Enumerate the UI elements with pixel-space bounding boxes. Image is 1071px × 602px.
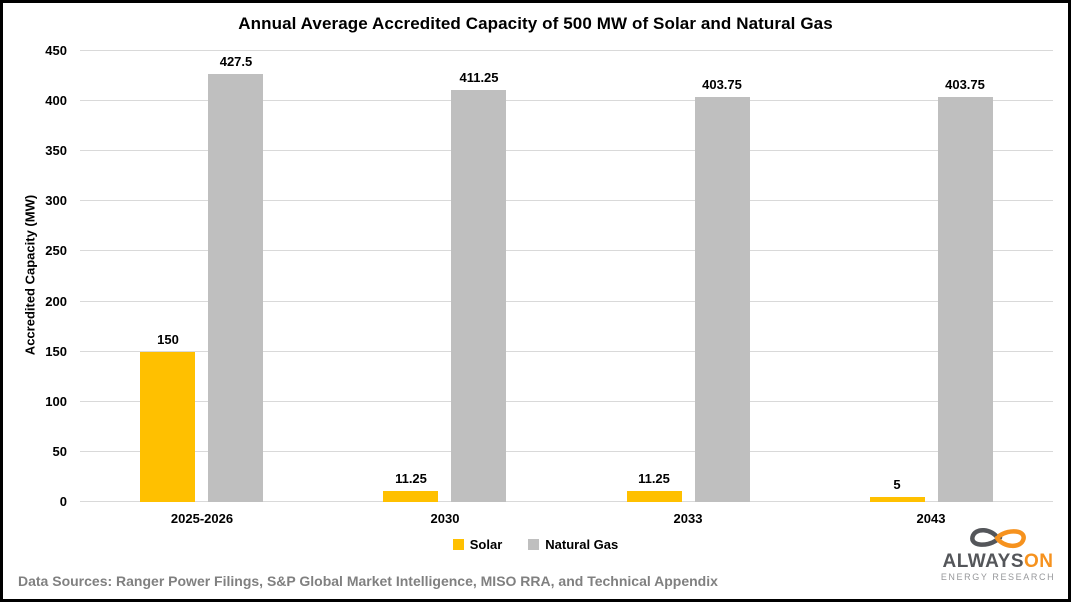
logo: ALWAYSON ENERGY RESEARCH: [940, 525, 1056, 582]
gridline: [80, 351, 1053, 352]
gridline: [80, 401, 1053, 402]
bar-natural-gas-2043: [938, 97, 993, 502]
gridline: [80, 100, 1053, 101]
x-tick-label-2025-2026: 2025-2026: [170, 511, 234, 526]
x-tick-label-2043: 2043: [916, 511, 946, 526]
logo-wordmark: ALWAYSON: [940, 552, 1056, 571]
value-label-natural-gas-2030: 411.25: [459, 70, 499, 85]
bar-solar-2030: [383, 491, 438, 502]
y-tick-label: 100: [45, 394, 67, 409]
x-tick-label-2033: 2033: [673, 511, 703, 526]
logo-subtitle: ENERGY RESEARCH: [940, 572, 1056, 582]
y-tick-label: 400: [45, 93, 67, 108]
y-tick-label: 450: [45, 43, 67, 58]
logo-text-on: ON: [1024, 551, 1054, 572]
bar-natural-gas-2033: [695, 97, 750, 502]
logo-text-always: ALWAYS: [942, 551, 1024, 572]
y-tick-label: 350: [45, 143, 67, 158]
gridline: [80, 150, 1053, 151]
legend-swatch-solar: [452, 539, 464, 550]
value-label-solar-2043: 5: [893, 477, 901, 492]
data-sources-note: Data Sources: Ranger Power Filings, S&P …: [18, 573, 718, 589]
bar-solar-2025-2026: [140, 352, 195, 502]
plot-area: 0 50 100 150 200 250 300 350 400 450 150 427.5 2025-…: [45, 43, 1053, 526]
x-tick-label-2030: 2030: [430, 511, 460, 526]
bar-solar-2043: [870, 497, 925, 502]
value-label-natural-gas-2033: 403.75: [702, 77, 742, 92]
legend-swatch-natural-gas: [528, 539, 540, 550]
y-tick-label: 50: [52, 444, 67, 459]
value-label-solar-2033: 11.25: [638, 471, 670, 486]
legend: Solar Natural Gas: [3, 537, 1068, 552]
y-tick-label: 150: [45, 344, 67, 359]
gridline: [80, 451, 1053, 452]
y-tick-label: 0: [59, 494, 67, 509]
y-tick-label: 250: [45, 243, 67, 258]
bar-solar-2033: [627, 491, 682, 502]
gridline: [80, 50, 1053, 51]
gridline: [80, 501, 1053, 502]
value-label-natural-gas-2043: 403.75: [945, 77, 985, 92]
legend-label-natural-gas: Natural Gas: [545, 537, 619, 552]
legend-item-natural-gas: Natural Gas: [528, 537, 618, 552]
legend-item-solar: Solar: [452, 537, 503, 552]
legend-label-solar: Solar: [469, 537, 503, 552]
gridline: [80, 301, 1053, 302]
y-axis-title: Accredited Capacity (MW): [22, 194, 38, 356]
bar-natural-gas-2025-2026: [208, 74, 263, 502]
value-label-solar-2025-2026: 150: [157, 332, 179, 347]
chart-title: Annual Average Accredited Capacity of 50…: [238, 14, 833, 33]
gridline: [80, 250, 1053, 251]
infinity-icon: [970, 528, 1026, 549]
value-label-solar-2030: 11.25: [395, 471, 427, 486]
bar-natural-gas-2030: [451, 90, 506, 502]
value-label-natural-gas-2025-2026: 427.5: [219, 54, 253, 69]
y-tick-label: 200: [45, 294, 67, 309]
y-tick-label: 300: [45, 193, 67, 208]
gridline: [80, 200, 1053, 201]
